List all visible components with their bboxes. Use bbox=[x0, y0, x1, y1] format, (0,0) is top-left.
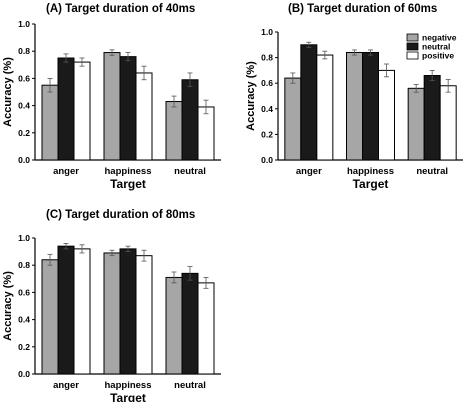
bar-positive-neutral bbox=[197, 106, 215, 161]
y-tick-label: 1.0 bbox=[261, 27, 273, 37]
bar-negative-anger bbox=[284, 77, 302, 161]
x-tick-label: happiness bbox=[105, 166, 152, 177]
bar-neutral-happiness bbox=[119, 248, 137, 375]
bar-positive-happiness bbox=[378, 69, 395, 161]
bar-positive-neutral bbox=[197, 282, 215, 375]
y-tick-label: 0.8 bbox=[18, 260, 30, 270]
bar-neutral-happiness bbox=[362, 51, 379, 161]
x-tick-label: anger bbox=[53, 166, 79, 177]
y-tick-label: 0.0 bbox=[261, 155, 273, 165]
y-axis-label: Accuracy (%) bbox=[2, 57, 14, 127]
y-tick-label: 0.8 bbox=[18, 46, 30, 56]
y-axis-label: Accuracy (%) bbox=[2, 271, 14, 341]
chart-panel-2: (B) Target duration of 60ms 0.0 0.2 0.4 0.6 0… bbox=[245, 3, 463, 191]
bar-positive-happiness bbox=[135, 72, 153, 161]
chart-title: (A) Target duration of 40ms bbox=[46, 3, 195, 15]
x-tick-label: anger bbox=[53, 380, 79, 391]
x-tick-label: neutral bbox=[174, 166, 206, 177]
bar-negative-happiness bbox=[103, 52, 121, 161]
bar-positive-anger bbox=[73, 61, 91, 161]
bar-negative-happiness bbox=[103, 252, 121, 375]
y-tick-label: 0.4 bbox=[261, 104, 273, 114]
bar-negative-neutral bbox=[165, 276, 183, 375]
chart-title: (B) Target duration of 60ms bbox=[288, 3, 437, 15]
bar-positive-neutral bbox=[439, 85, 457, 161]
y-tick-label: 0.2 bbox=[18, 128, 30, 138]
legend-swatch-positive bbox=[406, 51, 419, 60]
y-tick-label: 0.0 bbox=[18, 155, 30, 165]
y-tick-label: 0.4 bbox=[18, 101, 30, 111]
y-tick-label: 0.6 bbox=[18, 73, 30, 83]
bar-neutral-anger bbox=[300, 44, 318, 161]
x-tick-label: neutral bbox=[174, 380, 206, 391]
legend-swatch-negative bbox=[406, 33, 419, 42]
legend-label: positive bbox=[422, 51, 454, 61]
bar-neutral-anger bbox=[57, 245, 75, 375]
y-tick-label: 0.4 bbox=[18, 315, 30, 325]
chart-panel-1: (A) Target duration of 40ms 0.0 0.2 0.4 0.6 0… bbox=[2, 3, 221, 191]
x-tick-label: happiness bbox=[347, 166, 394, 177]
bar-neutral-neutral bbox=[181, 79, 199, 161]
y-axis-label: Accuracy (%) bbox=[245, 61, 257, 131]
bar-negative-neutral bbox=[407, 87, 425, 161]
x-axis-label: Target bbox=[353, 177, 389, 191]
legend-label: neutral bbox=[422, 42, 450, 52]
y-tick-label: 0.0 bbox=[18, 369, 30, 379]
x-tick-label: anger bbox=[296, 166, 322, 177]
y-tick-label: 0.6 bbox=[18, 287, 30, 297]
bar-neutral-happiness bbox=[119, 56, 137, 161]
y-tick-label: 0.2 bbox=[18, 342, 30, 352]
y-tick-label: 1.0 bbox=[18, 233, 30, 243]
chart-title: (C) Target duration of 80ms bbox=[46, 209, 195, 221]
bar-negative-anger bbox=[41, 259, 59, 375]
legend-label: negative bbox=[422, 33, 457, 43]
bar-positive-happiness bbox=[135, 255, 153, 375]
x-axis-label: Target bbox=[110, 177, 146, 191]
bar-negative-neutral bbox=[165, 101, 183, 161]
legend-swatch-neutral bbox=[406, 42, 419, 51]
bar-negative-anger bbox=[41, 84, 59, 161]
bar-neutral-neutral bbox=[181, 272, 199, 375]
y-tick-label: 1.0 bbox=[18, 19, 30, 29]
bar-positive-anger bbox=[316, 54, 334, 161]
bar-neutral-anger bbox=[57, 57, 75, 161]
y-tick-label: 0.6 bbox=[261, 78, 273, 88]
y-tick-label: 0.8 bbox=[261, 53, 273, 63]
x-axis-label: Target bbox=[110, 391, 146, 402]
x-tick-label: happiness bbox=[105, 380, 152, 391]
bar-positive-anger bbox=[73, 248, 91, 375]
chart-panel-3: (C) Target duration of 80ms 0.0 0.2 0.4 0.6 0… bbox=[2, 209, 221, 402]
x-tick-label: neutral bbox=[416, 166, 448, 177]
bar-neutral-neutral bbox=[423, 75, 441, 161]
y-tick-label: 0.2 bbox=[261, 129, 273, 139]
bar-negative-happiness bbox=[346, 51, 363, 161]
